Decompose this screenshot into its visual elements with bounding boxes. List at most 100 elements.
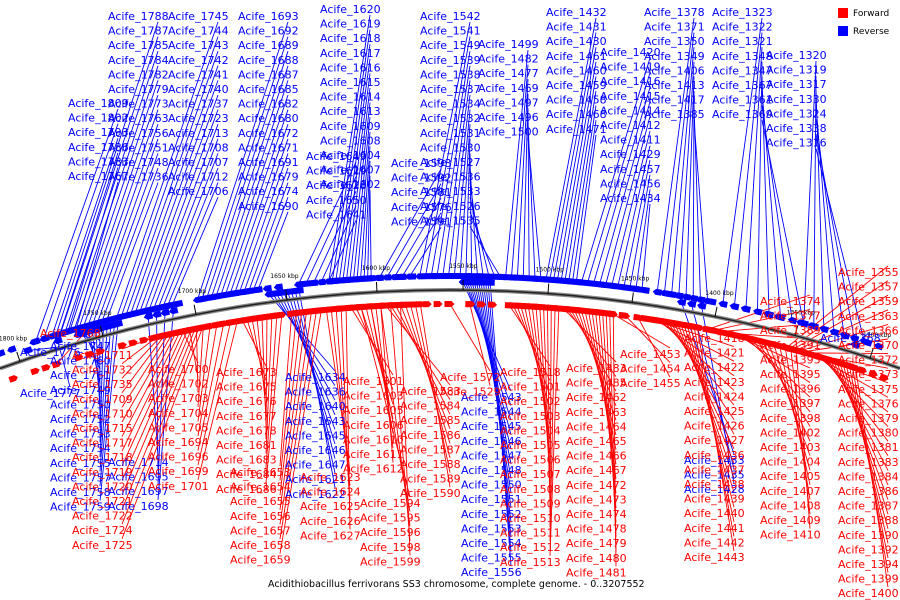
reverse-gene-label: Acife_1743: [168, 39, 229, 52]
reverse-gene-connector: [153, 138, 219, 310]
reverse-gene-connector: [587, 72, 651, 284]
reverse-gene-connector: [378, 168, 442, 279]
reverse-gene-arrow: [160, 308, 170, 316]
forward-gene-arrow: [30, 367, 40, 376]
figure-caption: Acidithiobacillus ferrivorans SS3 chromo…: [268, 579, 645, 590]
forward-gene-label: Acife_1509: [500, 497, 561, 510]
reverse-gene-connector: [516, 79, 529, 278]
reverse-gene-label: Acife_1457: [600, 163, 661, 176]
reverse-gene-connector: [813, 75, 817, 327]
reverse-gene-label: Acife_1793: [68, 126, 129, 139]
reverse-gene-label: Acife_1497: [478, 96, 539, 109]
reverse-gene-arrow: [819, 325, 830, 334]
forward-gene-label: Acife_1405: [760, 470, 821, 483]
reverse-gene-connector: [593, 87, 651, 284]
reverse-gene-arrow: [619, 284, 629, 291]
forward-gene-label: Acife_1501: [500, 381, 561, 394]
forward-gene-arrow: [215, 320, 225, 328]
reverse-gene-label: Acife_1750: [50, 398, 111, 411]
reverse-gene-connector: [99, 327, 104, 443]
forward-gene-label: Acife_1404: [760, 456, 821, 469]
forward-gene-connector: [279, 312, 303, 496]
forward-gene-label: Acife_1479: [566, 537, 627, 550]
reverse-gene-connector: [87, 124, 159, 326]
forward-gene-label: Acife_1480: [566, 552, 627, 565]
scale-tick: [869, 348, 874, 359]
forward-gene-label: Acife_1393: [760, 353, 821, 366]
forward-gene-label: Acife_1506: [500, 454, 561, 467]
reverse-gene-arrow: [849, 334, 860, 343]
forward-gene-connector: [786, 265, 889, 349]
reverse-gene-label: Acife_1634: [285, 371, 346, 384]
forward-gene-label: Acife_1410: [760, 529, 821, 542]
forward-gene-label: Acife_1376: [838, 397, 899, 410]
reverse-gene-label: Acife_1412: [600, 119, 661, 132]
reverse-gene-connector: [69, 65, 159, 332]
reverse-gene-connector: [560, 76, 597, 281]
forward-gene-label: Acife_1625: [300, 500, 361, 513]
reverse-gene-label: Acife_1551: [461, 493, 522, 506]
forward-gene-connector: [121, 327, 204, 539]
reverse-gene-label: Acife_1680: [238, 112, 299, 125]
forward-gene-label: Acife_1594: [360, 497, 421, 510]
reverse-gene-label: Acife_1368: [820, 332, 881, 345]
reverse-gene-label: Acife_1531: [420, 127, 481, 140]
reverse-gene-label: Acife_1547: [461, 449, 522, 462]
reverse-gene-label: Acife_1621: [285, 473, 346, 486]
reverse-gene-arrow: [729, 303, 739, 311]
reverse-gene-arrow: [697, 302, 707, 310]
forward-gene-label: Acife_1658: [230, 539, 291, 552]
reverse-gene-label: Acife_1433: [684, 454, 745, 467]
reverse-gene-arrow: [253, 286, 263, 293]
reverse-gene-connector: [386, 183, 442, 278]
reverse-gene-label: Acife_1643: [285, 415, 346, 428]
reverse-gene-label: Acife_1736: [108, 171, 169, 184]
forward-gene-arrow: [400, 301, 410, 308]
forward-gene-label: Acife_1678: [216, 424, 277, 437]
forward-gene-label: Acife_1440: [684, 507, 745, 520]
reverse-gene-connector: [733, 32, 763, 307]
reverse-gene-arrow: [629, 285, 639, 293]
reverse-gene-connector: [549, 32, 597, 280]
reverse-gene-label: Acife_1537: [420, 83, 481, 96]
forward-gene-arrow: [477, 301, 487, 308]
gene-arrows: [0, 272, 889, 383]
reverse-gene-label: Acife_1350: [644, 35, 705, 48]
scale-tick: [16, 351, 21, 362]
reverse-gene-label: Acife_1758: [50, 486, 111, 499]
reverse-gene-arrow: [373, 274, 383, 281]
reverse-gene-label: Acife_1645: [285, 429, 346, 442]
reverse-gene-connector: [349, 102, 371, 280]
reverse-gene-connector: [125, 51, 219, 316]
reverse-gene-label: Acife_1618: [320, 32, 381, 45]
scale-tick-label: 1600 kbp: [362, 265, 390, 272]
forward-gene-connector: [795, 309, 889, 351]
forward-gene-arrow: [415, 301, 425, 308]
reverse-gene-label: Acife_1536: [420, 171, 481, 184]
reverse-gene-arrow: [62, 327, 73, 336]
reverse-gene-arrow: [40, 334, 50, 342]
forward-gene-label: Acife_1387: [838, 500, 899, 513]
reverse-gene-connector: [425, 36, 471, 277]
reverse-gene-label: Acife_1607: [320, 164, 381, 177]
reverse-gene-connector: [99, 326, 108, 457]
forward-gene-connector: [543, 307, 551, 498]
reverse-gene-connector: [369, 190, 372, 279]
reverse-gene-connector: [328, 14, 371, 282]
reverse-gene-label: Acife_1757: [50, 471, 111, 484]
forward-gene-label: Acife_1409: [760, 514, 821, 527]
forward-gene-connector: [189, 329, 199, 378]
forward-gene-label: Acife_1386: [838, 485, 899, 498]
reverse-gene-arrow: [295, 280, 306, 288]
forward-gene-label: Acife_1467: [566, 464, 627, 477]
reverse-gene-connector: [469, 211, 496, 277]
forward-gene-label: Acife_1656: [230, 510, 291, 523]
reverse-gene-connector: [257, 211, 289, 290]
reverse-gene-label: Acife_1649: [306, 150, 367, 163]
forward-gene-arrow: [41, 364, 51, 372]
reverse-gene-label: Acife_1434: [600, 192, 661, 205]
reverse-gene-arrow: [229, 289, 239, 297]
reverse-gene-label: Acife_1550: [461, 479, 522, 492]
reverse-gene-label: Acife_1690: [238, 200, 299, 213]
